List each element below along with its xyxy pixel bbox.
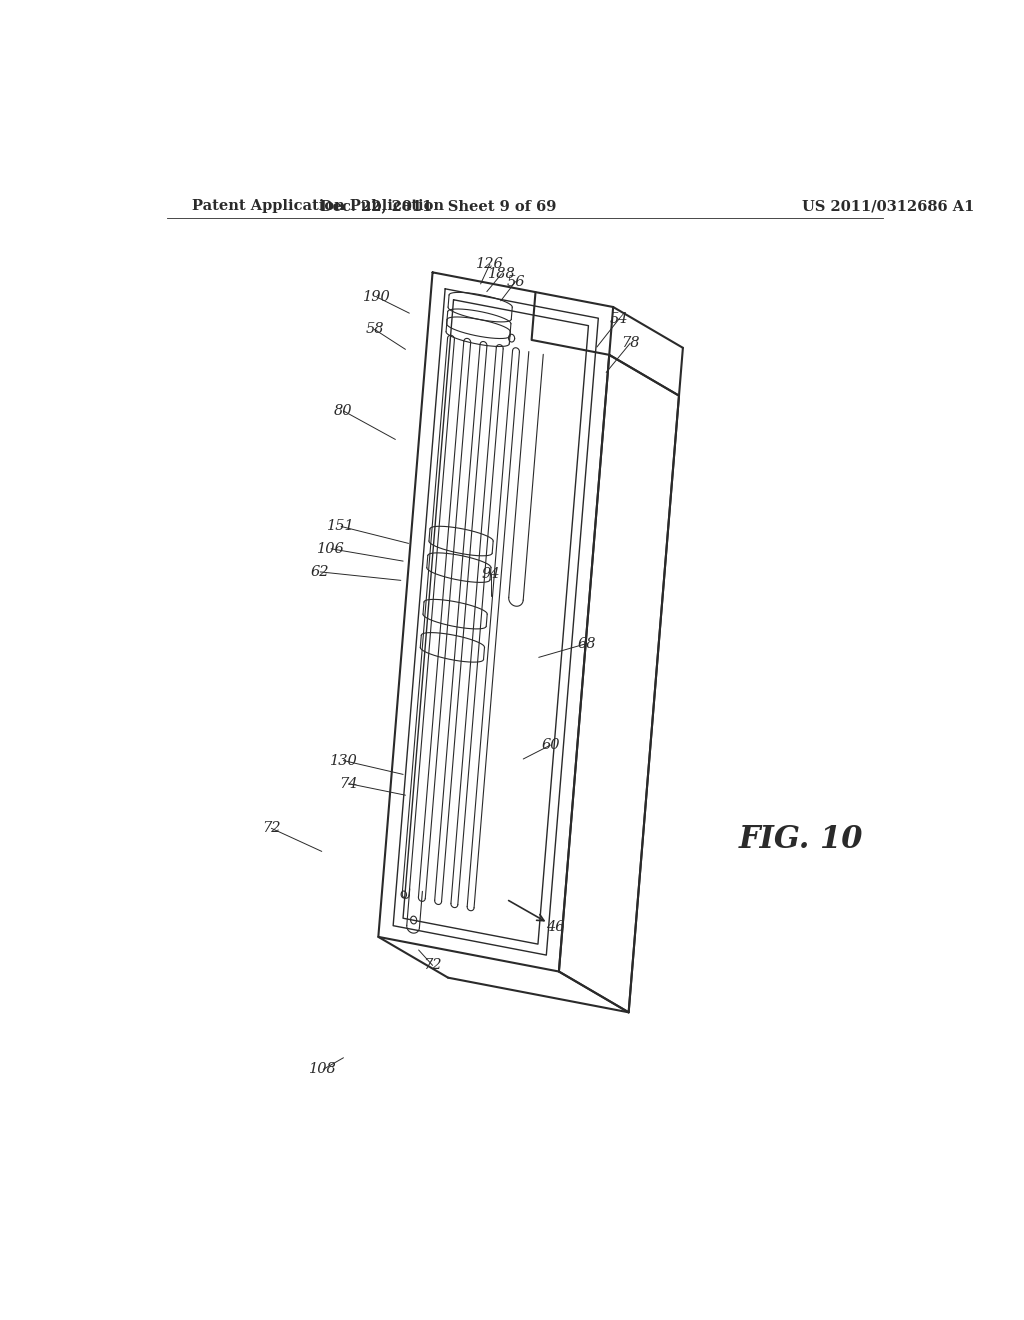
Text: Dec. 22, 2011   Sheet 9 of 69: Dec. 22, 2011 Sheet 9 of 69 <box>319 199 556 213</box>
Text: 72: 72 <box>423 958 441 973</box>
Text: 126: 126 <box>476 257 504 271</box>
Text: 60: 60 <box>541 738 560 752</box>
Text: 54: 54 <box>610 312 629 326</box>
Text: 72: 72 <box>262 821 281 836</box>
Text: 130: 130 <box>330 754 357 767</box>
Text: 68: 68 <box>578 636 596 651</box>
Text: 46: 46 <box>546 920 564 933</box>
Text: 106: 106 <box>317 541 345 556</box>
Text: 74: 74 <box>340 776 358 791</box>
Text: US 2011/0312686 A1: US 2011/0312686 A1 <box>802 199 975 213</box>
Text: 62: 62 <box>311 565 330 579</box>
Text: 78: 78 <box>621 337 639 350</box>
Text: 151: 151 <box>328 520 355 533</box>
Text: 190: 190 <box>362 290 390 304</box>
Text: Patent Application Publication: Patent Application Publication <box>193 199 444 213</box>
Text: 94: 94 <box>481 568 500 581</box>
Text: 56: 56 <box>506 275 524 289</box>
Text: 58: 58 <box>366 322 384 337</box>
Text: FIG. 10: FIG. 10 <box>738 824 863 854</box>
Text: 108: 108 <box>309 1063 337 1076</box>
Text: 188: 188 <box>487 267 515 281</box>
Text: 80: 80 <box>334 404 352 418</box>
